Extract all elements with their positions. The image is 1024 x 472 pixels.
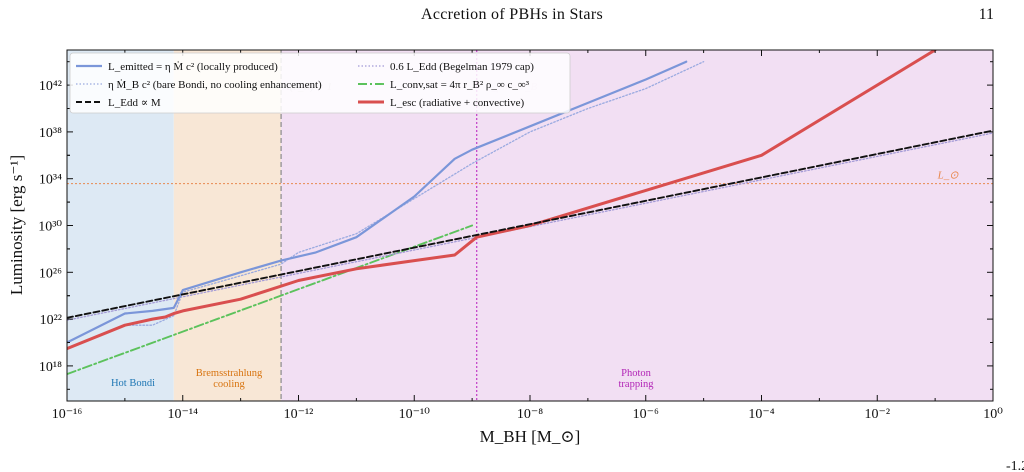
page-number: 11 [978, 6, 994, 23]
corner-fragment: -1.2 [1006, 459, 1024, 472]
x-axis-label: M_BH [M_⊙] [480, 427, 581, 446]
running-head: Accretion of PBHs in Stars [420, 6, 603, 23]
x-tick-label: 10⁻¹⁰ [399, 407, 431, 422]
y-axis-label: Luminosity [erg s⁻¹] [7, 155, 26, 295]
y-tick-label: 10³⁴ [39, 173, 62, 188]
x-tick-label: 10⁻⁸ [517, 407, 543, 422]
y-tick-label: 10¹⁸ [39, 360, 62, 375]
region-label: Bremsstrahlung cooling [196, 368, 263, 390]
region-label: Hot Bondi [111, 378, 155, 389]
y-tick-label: 10³⁰ [38, 220, 62, 235]
solar-luminosity-label: L_⊙ [937, 170, 960, 182]
y-tick-label: 10²² [40, 313, 62, 328]
x-tick-label: 10⁰ [983, 407, 1003, 422]
legend-label: η Ṁ_B c² (bare Bondi, no cooling enhance… [108, 79, 322, 91]
legend-box [69, 52, 571, 114]
x-tick-label: 10⁻¹² [284, 407, 314, 422]
x-tick-label: 10⁻⁶ [633, 407, 659, 422]
legend-label: L_esc (radiative + convective) [390, 97, 525, 109]
legend-label: L_conv,sat = 4π r_B² ρ_∞ c_∞³ [390, 79, 530, 91]
bare-bondi-line [67, 61, 705, 350]
y-tick-label: 10⁴² [39, 79, 62, 94]
x-tick-label: 10⁻⁴ [748, 407, 774, 422]
legend-label: L_Edd ∝ M [108, 97, 161, 109]
x-tick-label: 10⁻¹⁴ [168, 407, 199, 422]
escaping-luminosity-line [67, 50, 937, 351]
x-tick-label: 10⁻² [864, 407, 890, 422]
region-label: Photon trapping [619, 368, 655, 390]
eddington-line [67, 129, 993, 319]
y-tick-label: 10³⁸ [39, 126, 62, 141]
x-tick-label: 10⁻¹⁶ [52, 407, 83, 422]
l-emitted-line [67, 60, 688, 344]
legend-label: 0.6 L_Edd (Begelman 1979 cap) [390, 61, 534, 73]
y-tick-label: 10²⁶ [39, 266, 62, 281]
legend-label: L_emitted = η Ṁ c² (locally produced) [108, 61, 278, 73]
